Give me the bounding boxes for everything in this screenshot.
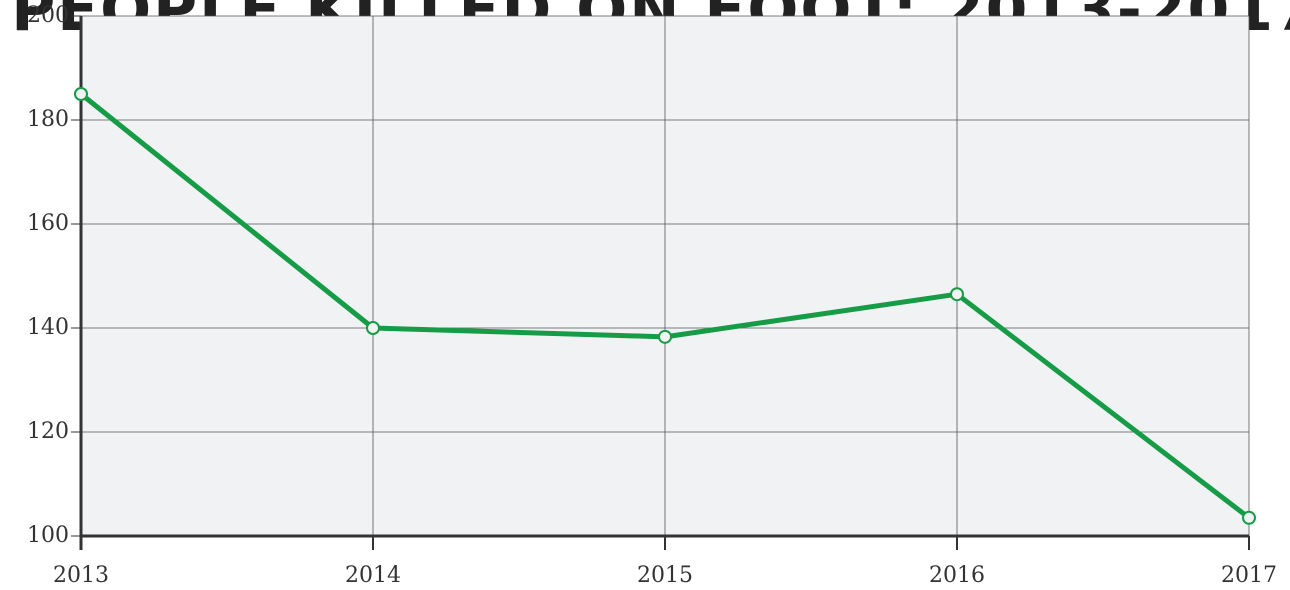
y-tick-label: 180 — [27, 107, 69, 132]
point — [366, 321, 380, 335]
y-tick-label: 100 — [27, 523, 69, 548]
point — [658, 329, 672, 344]
y-tick-label: 140 — [27, 315, 69, 340]
x-tick-label: 2013 — [53, 563, 109, 588]
x-tick-label: 2014 — [345, 563, 401, 588]
y-tick-label: 160 — [27, 211, 69, 236]
point — [74, 87, 88, 101]
x-tick-label: 2015 — [637, 563, 693, 588]
x-tick-label: 2017 — [1221, 563, 1277, 588]
y-tick-label: 120 — [27, 419, 69, 444]
y-tick-label: 200 — [27, 3, 69, 28]
point — [1242, 510, 1256, 525]
x-tick-label: 2016 — [929, 563, 985, 588]
point — [950, 287, 964, 302]
